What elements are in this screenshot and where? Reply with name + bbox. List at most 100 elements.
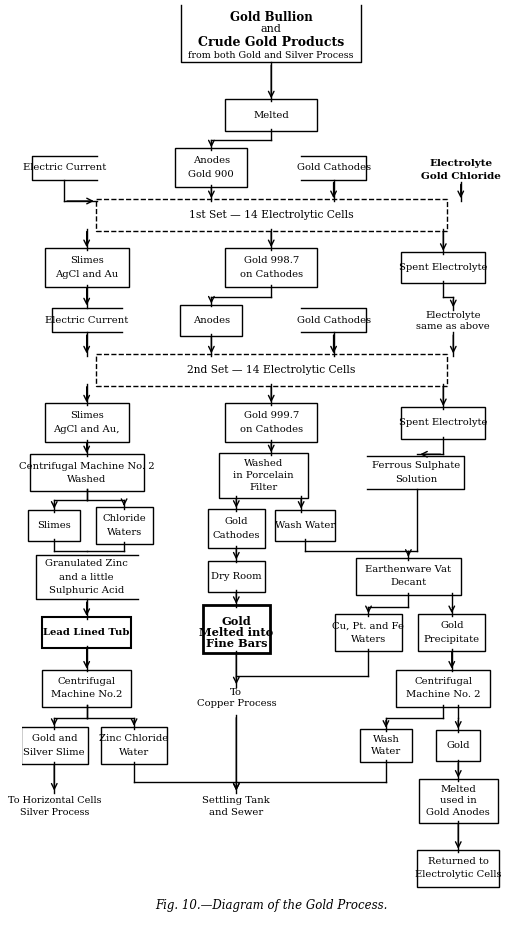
Text: Waters: Waters (351, 635, 386, 643)
Text: Machine No. 2: Machine No. 2 (406, 691, 481, 699)
Text: on Cathodes: on Cathodes (240, 270, 303, 279)
Text: Ferrous Sulphate: Ferrous Sulphate (372, 461, 460, 470)
Text: Anodes: Anodes (193, 316, 230, 324)
Text: Silver Process: Silver Process (20, 808, 89, 818)
Text: Earthenware Vat: Earthenware Vat (365, 565, 452, 574)
Text: Dry Room: Dry Room (211, 572, 262, 580)
FancyBboxPatch shape (21, 727, 88, 764)
Text: Washed: Washed (244, 460, 283, 468)
FancyBboxPatch shape (96, 199, 447, 231)
FancyBboxPatch shape (203, 605, 270, 653)
Text: Crude Gold Products: Crude Gold Products (198, 36, 345, 49)
Text: from both Gold and Silver Process: from both Gold and Silver Process (188, 51, 354, 60)
Text: Spent Electrolyte: Spent Electrolyte (399, 263, 488, 272)
Text: Filter: Filter (250, 483, 278, 491)
Text: Sulphuric Acid: Sulphuric Acid (49, 586, 124, 595)
FancyBboxPatch shape (30, 454, 144, 491)
Text: Centrifugal: Centrifugal (58, 677, 116, 686)
FancyBboxPatch shape (175, 148, 247, 187)
FancyBboxPatch shape (276, 510, 335, 541)
FancyBboxPatch shape (219, 453, 309, 498)
Text: Solution: Solution (395, 476, 437, 485)
Text: used in: used in (440, 796, 477, 806)
Text: Gold Anodes: Gold Anodes (426, 808, 490, 817)
Text: AgCl and Au: AgCl and Au (55, 270, 118, 279)
Text: Gold 999.7: Gold 999.7 (244, 412, 299, 420)
FancyBboxPatch shape (208, 509, 265, 548)
Text: Cu, Pt. and Fe: Cu, Pt. and Fe (333, 621, 405, 630)
Text: Water: Water (119, 747, 149, 756)
Text: To Horizontal Cells: To Horizontal Cells (7, 796, 101, 806)
Text: Gold Cathodes: Gold Cathodes (296, 316, 371, 324)
FancyBboxPatch shape (44, 248, 129, 287)
Text: Melted into: Melted into (199, 628, 274, 638)
Text: Spent Electrolyte: Spent Electrolyte (399, 418, 488, 427)
Text: To: To (230, 688, 242, 697)
Text: Gold: Gold (221, 616, 251, 627)
Text: and Sewer: and Sewer (209, 808, 264, 818)
Text: Gold: Gold (224, 516, 248, 526)
FancyBboxPatch shape (401, 252, 485, 284)
FancyBboxPatch shape (335, 615, 402, 651)
Text: Melted: Melted (441, 785, 476, 794)
Text: and: and (261, 24, 282, 34)
FancyBboxPatch shape (42, 617, 132, 648)
FancyBboxPatch shape (44, 403, 129, 442)
FancyBboxPatch shape (419, 779, 498, 823)
FancyBboxPatch shape (208, 561, 265, 592)
FancyBboxPatch shape (436, 730, 480, 761)
Text: Chloride: Chloride (102, 514, 146, 523)
FancyBboxPatch shape (357, 558, 460, 595)
Text: Gold: Gold (440, 621, 464, 630)
Text: Cathodes: Cathodes (212, 531, 260, 540)
FancyBboxPatch shape (360, 729, 412, 762)
Text: Wash: Wash (373, 735, 399, 744)
Text: Returned to: Returned to (428, 857, 489, 866)
Text: Gold and: Gold and (31, 734, 77, 743)
Text: Electrolytic Cells: Electrolytic Cells (415, 870, 502, 880)
Text: Centrifugal: Centrifugal (414, 677, 472, 686)
FancyBboxPatch shape (28, 510, 80, 541)
FancyBboxPatch shape (181, 305, 242, 336)
Text: AgCl and Au,: AgCl and Au, (53, 425, 120, 435)
Text: Granulated Zinc: Granulated Zinc (45, 559, 128, 568)
FancyBboxPatch shape (226, 403, 317, 442)
Text: Slimes: Slimes (38, 521, 71, 530)
Text: same as above: same as above (417, 323, 490, 331)
Text: 1st Set — 14 Electrolytic Cells: 1st Set — 14 Electrolytic Cells (189, 210, 353, 220)
Text: Fine Bars: Fine Bars (206, 638, 267, 649)
FancyBboxPatch shape (226, 99, 317, 131)
FancyBboxPatch shape (418, 850, 499, 887)
Text: Gold 998.7: Gold 998.7 (244, 256, 299, 265)
Text: Centrifugal Machine No. 2: Centrifugal Machine No. 2 (19, 462, 155, 471)
Text: Gold Cathodes: Gold Cathodes (296, 163, 371, 172)
Text: Wash Water: Wash Water (275, 521, 335, 530)
FancyBboxPatch shape (401, 407, 485, 438)
Text: Water: Water (371, 747, 401, 756)
FancyBboxPatch shape (226, 248, 317, 287)
Text: Electric Current: Electric Current (22, 163, 106, 172)
Text: Lead Lined Tub: Lead Lined Tub (43, 629, 130, 637)
FancyBboxPatch shape (101, 727, 168, 764)
Text: Copper Process: Copper Process (196, 699, 276, 708)
Text: Anodes: Anodes (193, 157, 230, 165)
Text: Settling Tank: Settling Tank (203, 796, 270, 806)
Text: and a little: and a little (60, 573, 114, 581)
Text: Electrolyte: Electrolyte (425, 311, 481, 320)
Text: Machine No.2: Machine No.2 (51, 691, 122, 699)
Text: Slimes: Slimes (70, 256, 103, 265)
Text: Decant: Decant (390, 578, 426, 588)
Text: Slimes: Slimes (70, 412, 103, 420)
Text: Precipitate: Precipitate (424, 635, 480, 643)
FancyBboxPatch shape (96, 507, 152, 544)
Text: Waters: Waters (106, 527, 141, 537)
FancyBboxPatch shape (418, 615, 485, 651)
Text: on Cathodes: on Cathodes (240, 425, 303, 435)
Text: Gold: Gold (446, 741, 470, 750)
Text: Zinc Chloride: Zinc Chloride (99, 734, 169, 743)
FancyBboxPatch shape (96, 354, 447, 386)
Text: in Porcelain: in Porcelain (233, 471, 294, 480)
Text: Melted: Melted (253, 110, 289, 120)
Text: Silver Slime: Silver Slime (23, 747, 85, 756)
Text: Electrolyte: Electrolyte (429, 159, 492, 168)
